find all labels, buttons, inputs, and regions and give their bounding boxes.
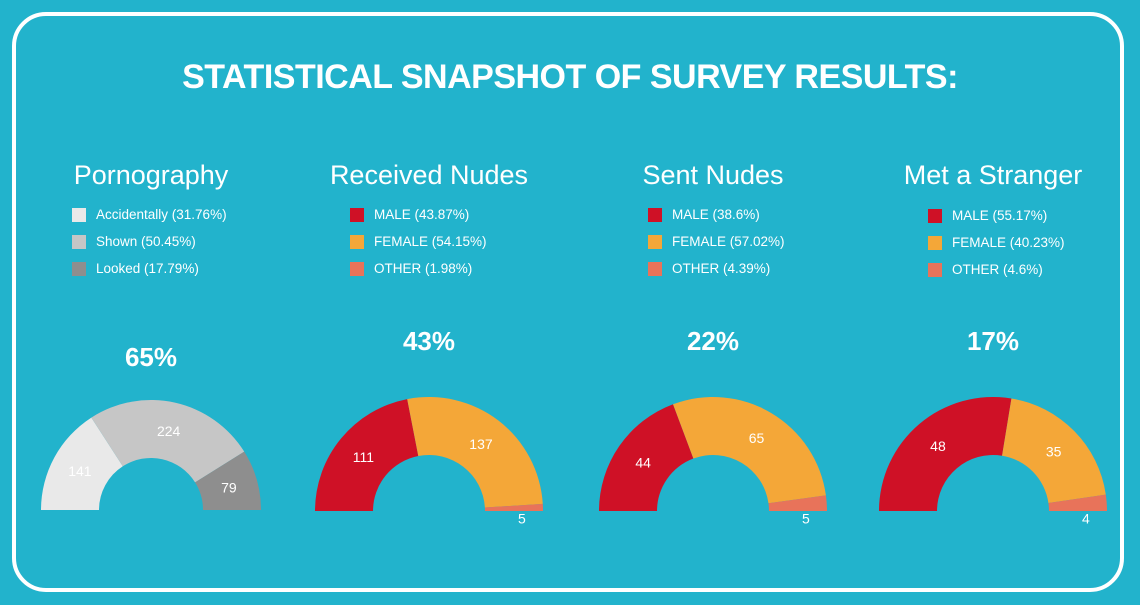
page-title: STATISTICAL SNAPSHOT OF SURVEY RESULTS: [182,58,958,96]
headline-percentage: 17% [966,326,1020,356]
headline-percentage: 22% [686,326,740,356]
legend-label: MALE (38.6%) [672,207,760,222]
legend-label: Shown (50.45%) [96,234,196,249]
half-donut-chart: 141 224 79 [41,400,261,510]
segment-value-label: 141 [68,463,92,479]
segment-value-label: 224 [157,423,181,439]
legend-label: FEMALE (54.15%) [374,234,487,249]
legend-label: FEMALE (57.02%) [672,234,785,249]
donut-segment-male [315,399,419,511]
legend-label: FEMALE (40.23%) [952,235,1065,250]
legend-swatch [350,235,364,249]
half-donut-chart: 111 137 5 [315,397,543,527]
headline-percentage: 43% [402,326,456,356]
legend-swatch [350,208,364,222]
donut-segment-other [1048,494,1107,511]
legend-label: OTHER (4.39%) [672,261,771,276]
donut-segment-male [879,397,1012,511]
legend-label: OTHER (1.98%) [374,261,473,276]
half-donut-chart: 48 35 4 [879,397,1107,527]
donut-segment-other [484,503,543,511]
legend-swatch [648,262,662,276]
chart-title: Sent Nudes [642,160,784,190]
segment-value-label: 35 [1046,443,1062,459]
donut-segment-female [407,397,543,508]
legend-label: Accidentally (31.76%) [96,207,227,222]
segment-value-label: 4 [1082,511,1090,527]
segment-value-label: 65 [749,430,765,446]
chart-panel-2: Received Nudes MALE (43.87%) FEMALE (54.15… [304,160,554,560]
legend-label: MALE (43.87%) [374,207,470,222]
chart-panel-4: Met a Stranger MALE (55.17%) FEMALE (40.23… [868,160,1118,560]
legend-swatch [72,208,86,222]
donut-segment-female [673,397,826,504]
legend-swatch [648,208,662,222]
legend-swatch [72,262,86,276]
segment-value-label: 137 [469,436,493,452]
chart-title: Received Nudes [329,160,529,190]
segment-value-label: 79 [221,480,237,496]
donut-segment-male [599,404,694,511]
chart-title: Met a Stranger [903,160,1083,190]
segment-value-label: 44 [635,455,651,471]
donut-segment-looked [195,451,261,510]
half-donut-chart: 44 65 5 [599,397,827,527]
legend-swatch [648,235,662,249]
legend-swatch [928,263,942,277]
segment-value-label: 48 [930,438,946,454]
legend-swatch [350,262,364,276]
legend-label: MALE (55.17%) [952,208,1048,223]
legend-swatch [72,235,86,249]
donut-segment-shown [91,400,245,483]
chart-panel-3: Sent Nudes MALE (38.6%) FEMALE (57.02%) OTH… [588,160,838,560]
chart-panel-1: Pornography Accidentally (31.76%) Shown (5… [26,160,276,560]
donut-segment-other [768,495,827,511]
segment-value-label: 111 [353,449,374,465]
infographic-frame [12,12,1124,592]
legend-swatch [928,236,942,250]
legend-label: OTHER (4.6%) [952,262,1043,277]
legend-swatch [928,209,942,223]
chart-title: Pornography [73,160,229,190]
donut-segment-accidentally [41,417,123,510]
legend-label: Looked (17.79%) [96,261,199,276]
donut-segment-female [1002,398,1106,503]
headline-percentage: 65% [124,342,178,372]
segment-value-label: 5 [802,511,810,527]
segment-value-label: 5 [518,511,526,527]
